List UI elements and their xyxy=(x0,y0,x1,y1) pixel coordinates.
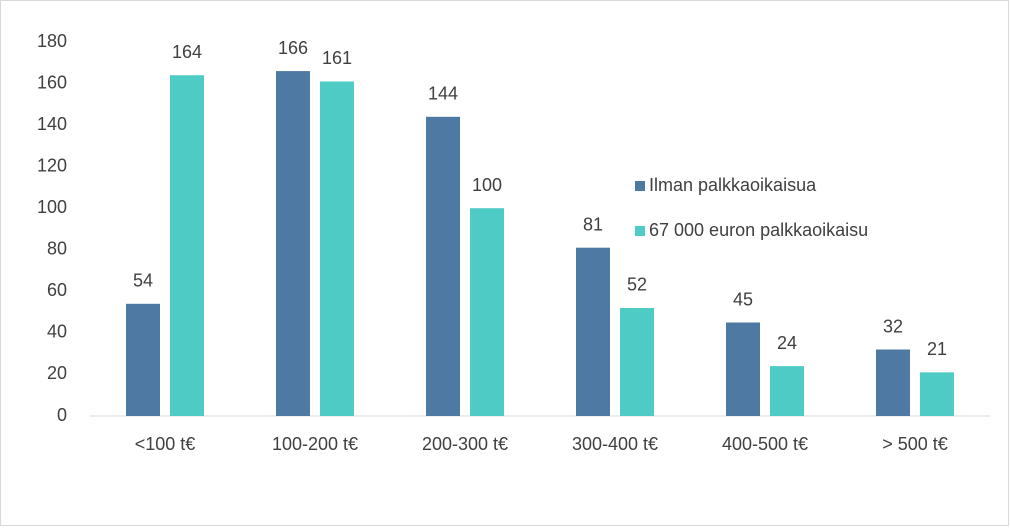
y-tick-label: 60 xyxy=(47,280,67,300)
bar xyxy=(620,307,654,416)
data-label: 81 xyxy=(583,214,603,234)
data-label: 166 xyxy=(278,38,308,58)
bar xyxy=(426,116,460,417)
bar xyxy=(126,303,160,416)
x-tick-label: 300-400 t€ xyxy=(572,434,658,454)
x-tick-label: <100 t€ xyxy=(135,434,196,454)
bar xyxy=(276,71,310,416)
data-label: 52 xyxy=(627,275,647,295)
x-tick-label: 400-500 t€ xyxy=(722,434,808,454)
x-tick-label: 200-300 t€ xyxy=(422,434,508,454)
legend-swatch xyxy=(635,226,645,236)
data-label: 164 xyxy=(172,42,202,62)
y-tick-label: 80 xyxy=(47,239,67,259)
legend-swatch xyxy=(635,181,645,191)
y-tick-label: 180 xyxy=(37,31,67,51)
bar xyxy=(170,75,204,416)
y-tick-label: 160 xyxy=(37,72,67,92)
bar xyxy=(320,81,354,416)
y-tick-label: 20 xyxy=(47,363,67,383)
bar xyxy=(770,366,804,416)
y-tick-label: 0 xyxy=(57,405,67,425)
data-label: 24 xyxy=(777,333,797,353)
x-tick-label: 100-200 t€ xyxy=(272,434,358,454)
y-tick-label: 140 xyxy=(37,114,67,134)
data-label: 45 xyxy=(733,289,753,309)
data-label: 21 xyxy=(927,339,947,359)
legend-label: 67 000 euron palkkaoikaisu xyxy=(649,220,868,240)
data-label: 32 xyxy=(883,316,903,336)
data-label: 54 xyxy=(133,271,153,291)
data-label: 161 xyxy=(322,48,352,68)
y-tick-label: 100 xyxy=(37,197,67,217)
y-tick-label: 40 xyxy=(47,322,67,342)
bar xyxy=(920,372,954,416)
y-tick-label: 120 xyxy=(37,155,67,175)
bar xyxy=(470,208,504,416)
bar xyxy=(726,322,760,416)
bar xyxy=(876,349,910,416)
x-tick-label: > 500 t€ xyxy=(882,434,948,454)
data-label: 100 xyxy=(472,175,502,195)
data-label: 144 xyxy=(428,84,458,104)
legend-label: Ilman palkkaoikaisua xyxy=(649,175,817,195)
bar xyxy=(576,247,610,416)
